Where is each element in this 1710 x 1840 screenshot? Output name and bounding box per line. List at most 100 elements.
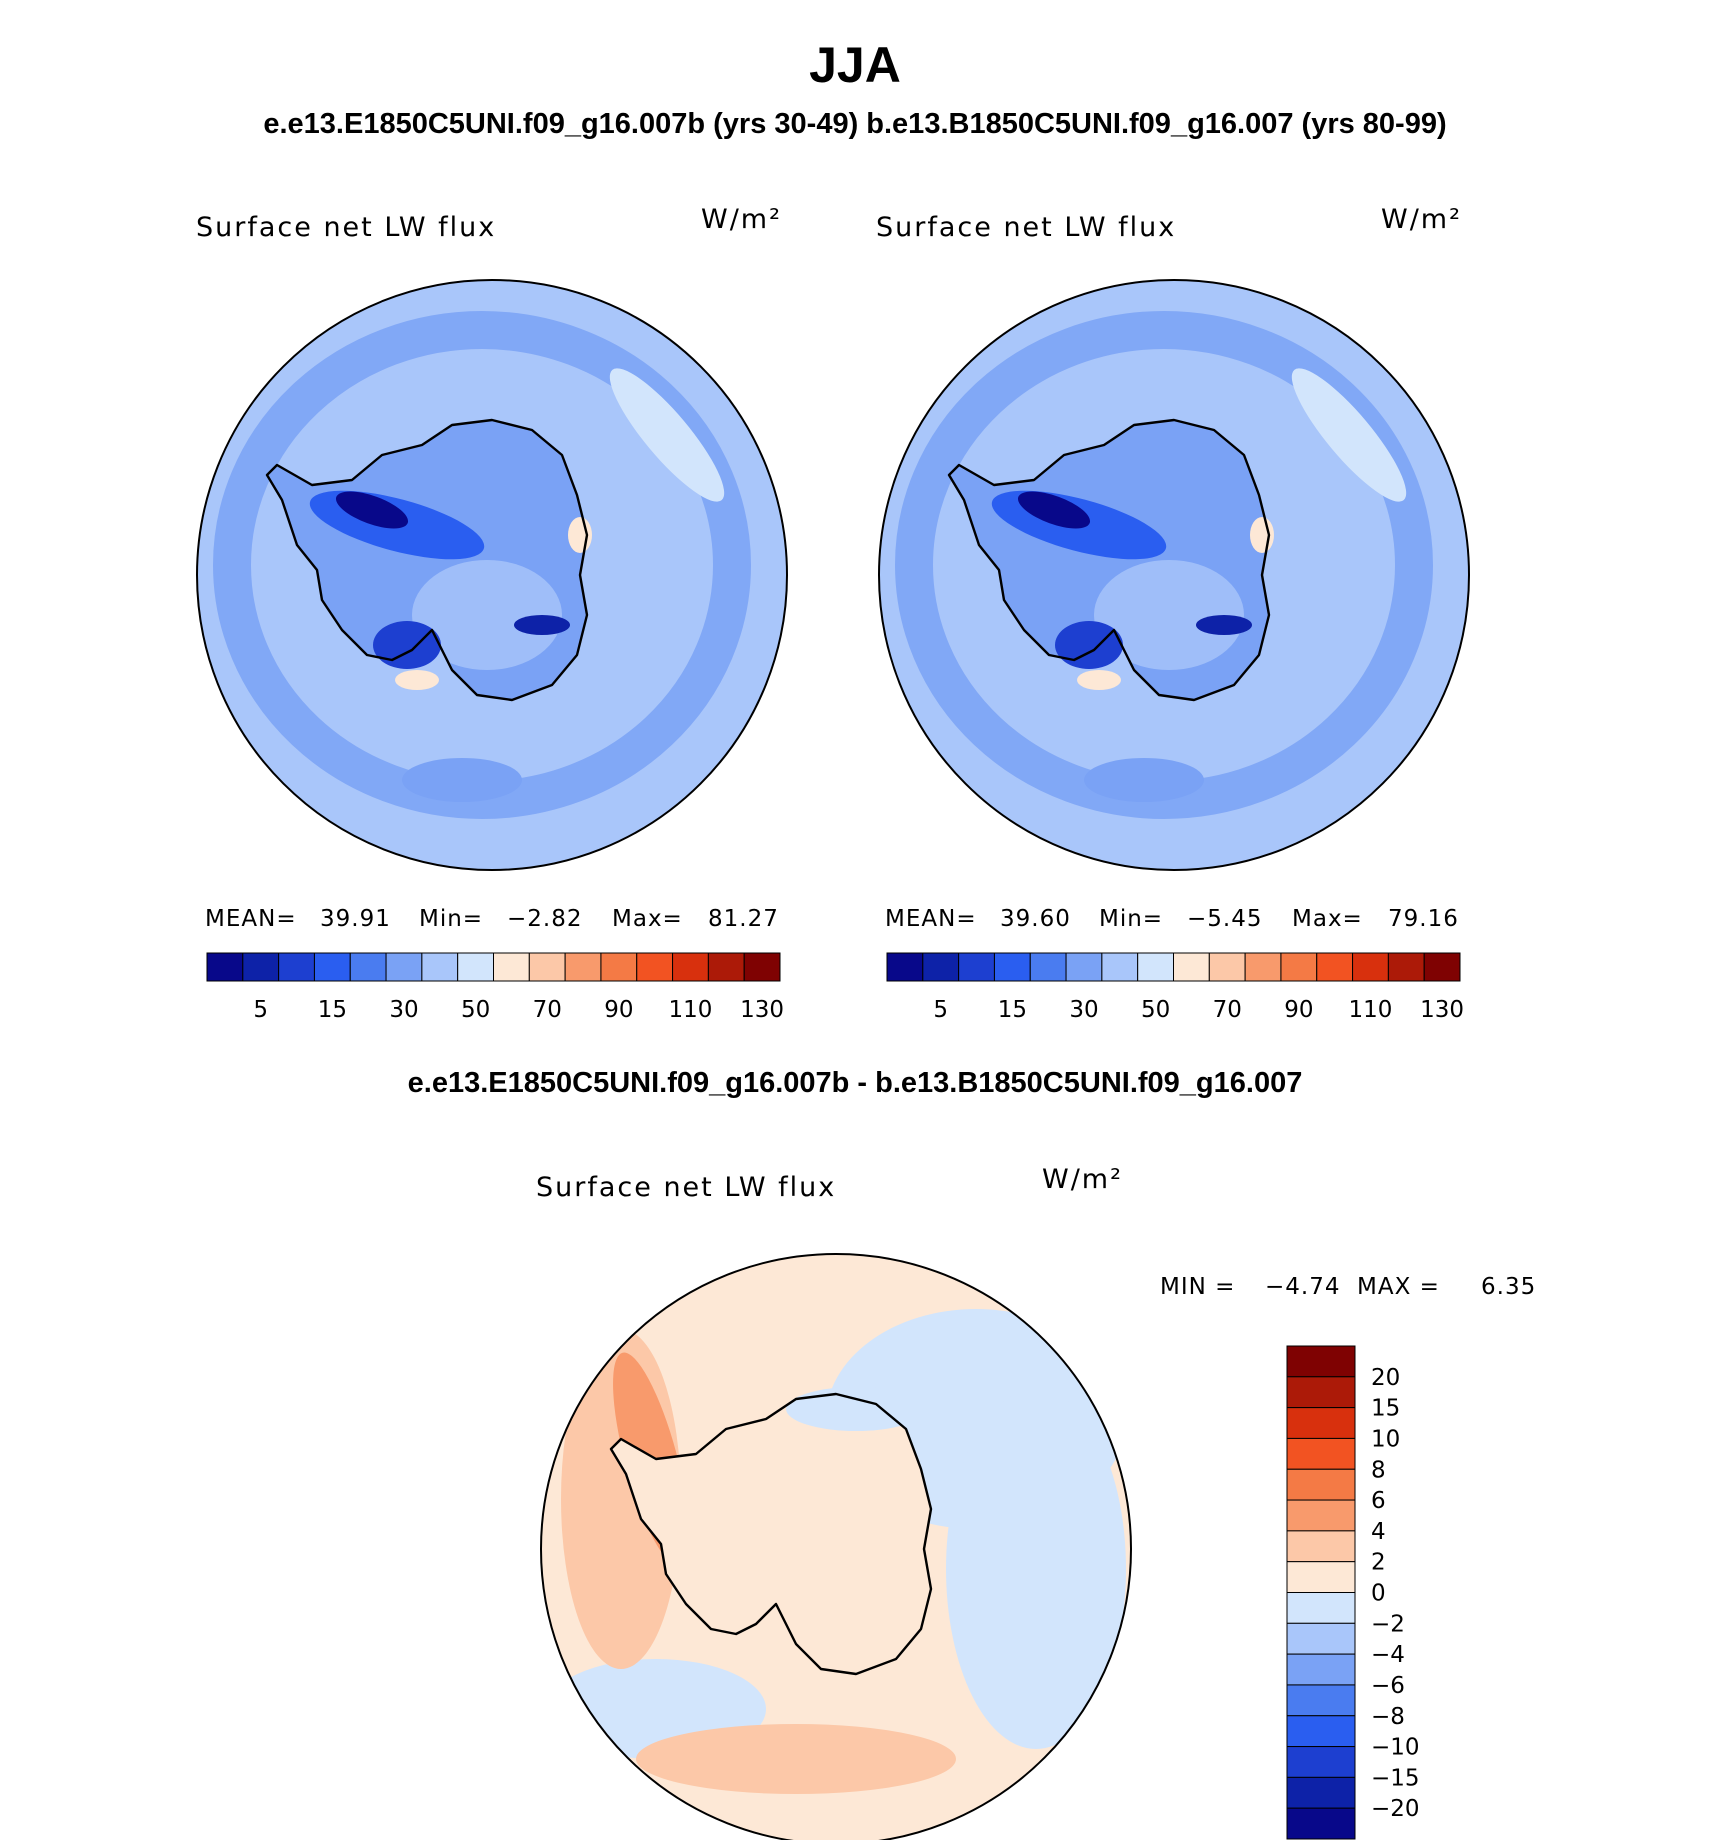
colorbar3-tick: 15: [1371, 1396, 1400, 1422]
ocean-field-streak: [1291, 368, 1407, 502]
colorbar1-swatch: [743, 952, 781, 982]
colorbar1-tick: 30: [389, 997, 418, 1023]
diff-field-neg2: [946, 1389, 1126, 1749]
continent-field-low2: [1055, 621, 1123, 669]
diff-min-label: MIN =: [1160, 1274, 1236, 1300]
colorbar2-tick: 30: [1069, 997, 1098, 1023]
figure-title: JJA: [809, 37, 901, 93]
panel2-min-label: Min=: [1099, 906, 1164, 932]
coastline: [265, 418, 589, 702]
colorbar3-tick: −15: [1371, 1765, 1420, 1791]
panel2-max-label: Max=: [1292, 906, 1363, 932]
colorbar2-tick: 5: [933, 997, 948, 1023]
panel1-map: [197, 280, 787, 870]
colorbar2-swatch: [1352, 952, 1389, 982]
diff-units: W/m²: [1042, 1164, 1123, 1195]
panel2-units: W/m²: [1381, 204, 1462, 235]
colorbar3-tick: −2: [1371, 1611, 1405, 1637]
colorbar3-tick: −4: [1371, 1642, 1405, 1668]
colorbar2-swatch: [1029, 952, 1067, 982]
colorbar3-swatch: [1286, 1592, 1356, 1624]
colorbar3-tick: 6: [1371, 1488, 1386, 1514]
panel3-map: [541, 1254, 1131, 1840]
colorbar2-swatch: [1316, 952, 1354, 982]
continent-field-high2: [1077, 670, 1121, 690]
colorbar2-tick: 90: [1284, 997, 1313, 1023]
colorbar3-swatch: [1286, 1407, 1356, 1439]
coastline: [609, 1392, 933, 1676]
continent-field-low3: [514, 615, 570, 635]
colorbar2-swatch: [922, 952, 960, 982]
colorbar1-swatch: [636, 952, 674, 982]
colorbar1-swatch: [349, 952, 387, 982]
colorbar3-swatch: [1286, 1345, 1356, 1378]
colorbar3-swatch: [1286, 1622, 1356, 1655]
colorbar1-tick: 15: [318, 997, 347, 1023]
continent-field-high2: [395, 670, 439, 690]
colorbar3-tick: 8: [1371, 1457, 1386, 1483]
diff-max-value: 6.35: [1481, 1274, 1537, 1300]
colorbar1-tick: 130: [740, 997, 784, 1023]
colorbar2-swatch: [1137, 952, 1174, 982]
continent-field-light: [412, 560, 562, 670]
panel2-mean-label: MEAN=: [885, 906, 977, 932]
colorbar1-swatch: [564, 952, 602, 982]
colorbar2-swatch: [1244, 952, 1282, 982]
colorbar2-swatch: [993, 952, 1031, 982]
colorbar3-tick: −6: [1371, 1673, 1405, 1699]
colorbar1-tick: 90: [604, 997, 633, 1023]
figure-subtitle: e.e13.E1850C5UNI.f09_g16.007b (yrs 30-49…: [263, 108, 1447, 140]
colorbar1-swatch: [528, 952, 566, 982]
colorbar2-swatch: [1101, 952, 1139, 982]
colorbar3-swatch: [1286, 1499, 1356, 1532]
colorbar2-swatch: [1065, 952, 1103, 982]
diff-field-pos3: [636, 1724, 956, 1794]
panel1-min-label: Min=: [419, 906, 484, 932]
colorbar1-tick: 5: [253, 997, 268, 1023]
colorbar3-tick: −8: [1371, 1704, 1405, 1730]
colorbar1-tick: 70: [533, 997, 562, 1023]
diff-max-label: MAX =: [1357, 1274, 1440, 1300]
colorbar1-swatch: [278, 952, 315, 982]
panel1-min-value: −2.82: [507, 906, 583, 932]
panel2-map: [879, 280, 1469, 870]
colorbar1-tick: 50: [461, 997, 490, 1023]
colorbar3-swatch: [1286, 1715, 1356, 1748]
continent-field-min: [335, 491, 409, 529]
colorbar3-tick: 10: [1371, 1426, 1400, 1452]
panel1-max-label: Max=: [612, 906, 683, 932]
colorbar3-tick: 2: [1371, 1550, 1386, 1576]
panel1-mean-value: 39.91: [320, 906, 391, 932]
continent-field-high: [568, 517, 592, 553]
colorbar2-tick: 15: [998, 997, 1027, 1023]
colorbar3-tick: 4: [1371, 1519, 1386, 1545]
colorbar1-swatch: [421, 952, 459, 982]
colorbar2-tick: 110: [1349, 997, 1393, 1023]
colorbar3-swatch: [1286, 1684, 1356, 1717]
continent-field-min: [1017, 491, 1091, 529]
panel1-label: Surface net LW flux: [196, 212, 497, 243]
continent-field-low3: [1196, 615, 1252, 635]
colorbar3-swatch: [1286, 1376, 1356, 1409]
ocean-field-patch: [402, 758, 522, 802]
diff-continent-neg: [786, 1387, 926, 1431]
colorbar2-tick: 50: [1141, 997, 1170, 1023]
colorbar3-swatch: [1286, 1807, 1356, 1840]
coastline: [947, 418, 1271, 702]
colorbar3-swatch: [1286, 1561, 1356, 1593]
panel3-boundary: [540, 1253, 1132, 1840]
colorbar2-swatch: [1280, 952, 1318, 982]
colorbar1-swatch: [707, 952, 745, 982]
continent-field-light: [1094, 560, 1244, 670]
panel2-mean-value: 39.60: [1000, 906, 1071, 932]
panel1-boundary: [196, 279, 788, 871]
colorbar3-tick: −20: [1371, 1796, 1420, 1822]
ocean-field-patch: [1084, 758, 1204, 802]
continent-field-low2: [373, 621, 441, 669]
panel2-min-value: −5.45: [1187, 906, 1263, 932]
colorbar1-swatch: [672, 952, 709, 982]
colorbar2-swatch: [1208, 952, 1246, 982]
colorbar2-swatch: [1173, 952, 1210, 982]
colorbar1-swatch: [493, 952, 530, 982]
